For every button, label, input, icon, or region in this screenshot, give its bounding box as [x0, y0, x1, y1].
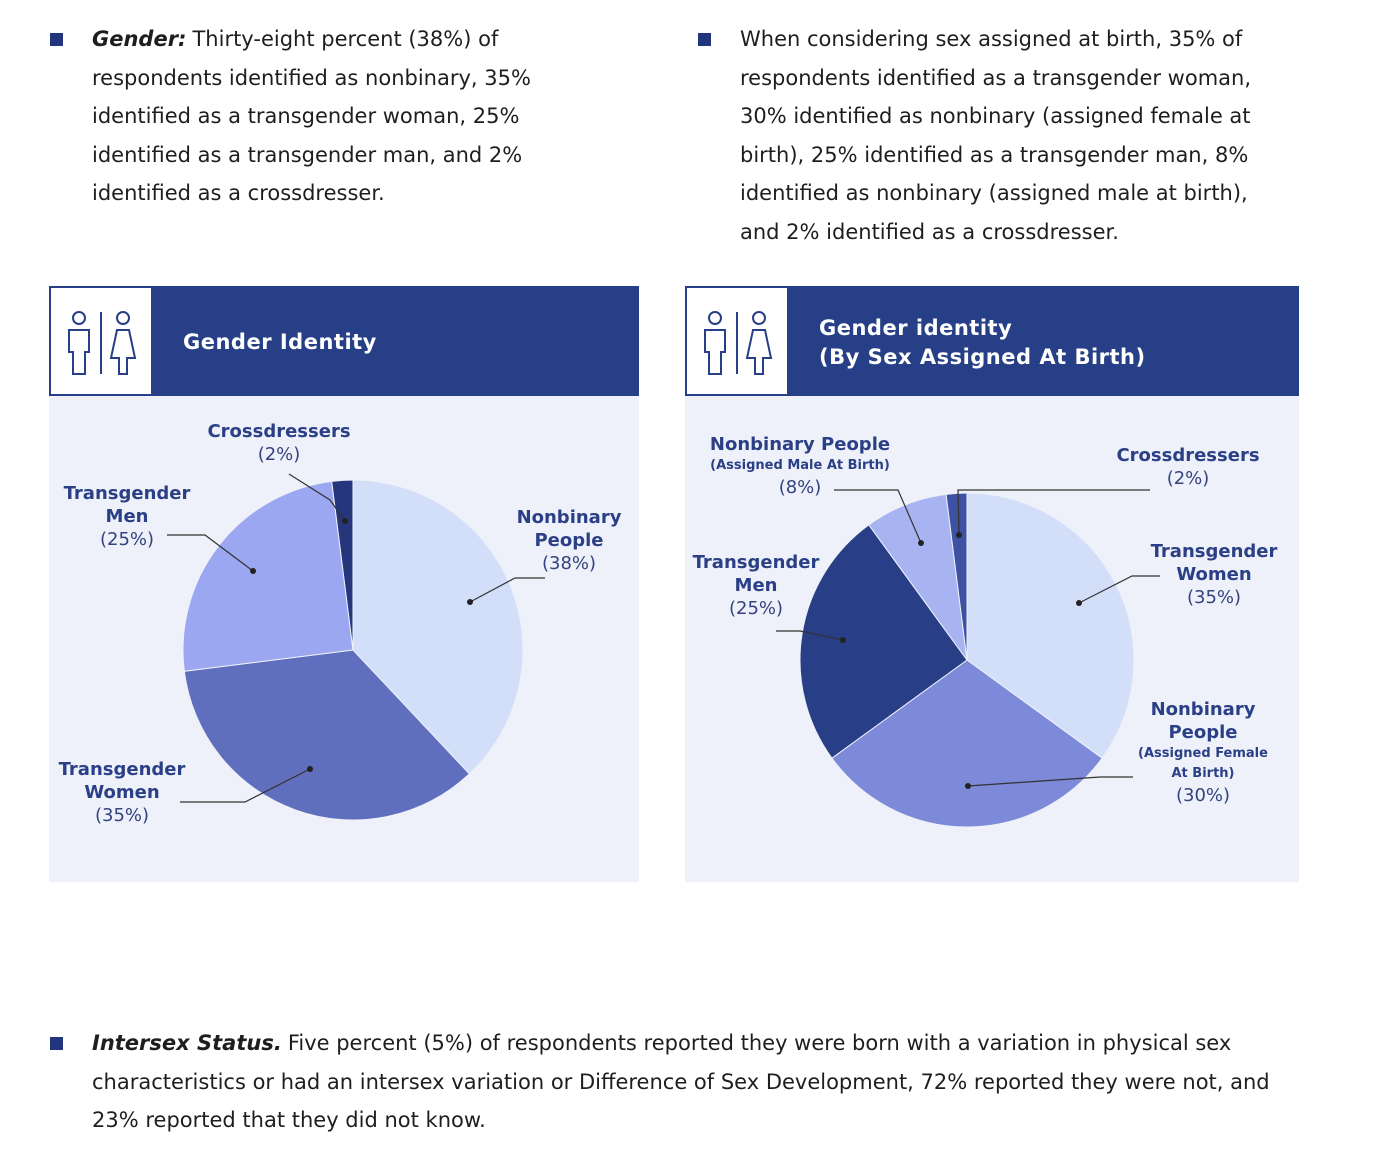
pie-slice: [331, 479, 354, 651]
leader-dot: [918, 540, 924, 546]
value-label: (38%): [541, 553, 597, 574]
bullet-text: Thirty-eight percent (38%) of respondent…: [92, 27, 531, 205]
slice-label: Crossdressers (2%): [1108, 444, 1268, 490]
value-label: (2%): [1166, 468, 1210, 489]
leader-line: [288, 473, 346, 522]
leader-line: [776, 630, 844, 641]
slice-label: Nonbinary People (Assigned Female At Bir…: [1133, 698, 1273, 807]
leader-line: [834, 489, 922, 544]
slice-label: Transgender Women (35%): [52, 758, 192, 827]
slice-label: Nonbinary People (Assigned Male At Birth…: [700, 433, 900, 499]
panel-header: Gender Identity: [49, 286, 639, 396]
leader-line: [957, 489, 1150, 536]
bullet-text: Five percent (5%) of respondents reporte…: [92, 1031, 1270, 1132]
bullet: Intersex Status. Five percent (5%) of res…: [50, 1024, 1292, 1140]
value-label: (25%): [99, 529, 155, 550]
category-label: Nonbinary People: [516, 507, 622, 551]
bullet: Gender: Thirty-eight percent (38%) of res…: [50, 20, 562, 213]
leader-line: [967, 776, 1133, 787]
category-label: Transgender Men: [692, 552, 820, 596]
slice-label: Transgender Men (25%): [686, 551, 826, 620]
category-label: Crossdressers: [1116, 445, 1260, 466]
slice-label: Nonbinary People (38%): [509, 506, 629, 575]
pie-slice: [183, 649, 471, 821]
bullet-text: When considering sex assigned at birth, …: [740, 27, 1252, 244]
leader-line: [167, 534, 254, 572]
category-label: Nonbinary People (Assigned Female At Bir…: [1138, 699, 1268, 781]
slice-label: Crossdressers (2%): [199, 420, 359, 466]
icon: [51, 288, 151, 394]
category-label: Transgender Women: [58, 759, 186, 803]
category-label: Transgender Women: [1150, 541, 1278, 585]
leader-line: [180, 768, 311, 803]
leader-dot: [1076, 600, 1082, 606]
pie-slice: [182, 480, 354, 672]
leader-dot: [965, 783, 971, 789]
category-label: Transgender Men: [63, 483, 191, 527]
pie-slice: [831, 659, 1103, 828]
chart-title: Gender Identity: [183, 330, 377, 354]
category-label: Crossdressers: [207, 421, 351, 442]
leader-line: [469, 577, 545, 603]
leader-dot: [956, 532, 962, 538]
bullet-lead: Intersex Status.: [92, 1031, 282, 1055]
value-label: (2%): [257, 444, 301, 465]
value-label: (30%): [1175, 785, 1231, 806]
leader-dot: [467, 599, 473, 605]
leader-dot: [250, 568, 256, 574]
chart-title: Gender identity (By Sex Assigned At Birt…: [819, 316, 1146, 369]
leader-dot: [840, 637, 846, 643]
value-label: (8%): [778, 477, 822, 498]
value-label: (25%): [728, 598, 784, 619]
leader-dot: [342, 518, 348, 524]
bullet-lead: Gender:: [92, 27, 187, 51]
category-label: Nonbinary People (Assigned Male At Birth…: [709, 434, 891, 473]
leader-line: [1078, 575, 1160, 604]
value-label: (35%): [94, 805, 150, 826]
value-label: (35%): [1186, 587, 1242, 608]
icon: [687, 288, 787, 394]
slice-label: Transgender Men (25%): [57, 482, 197, 551]
leader-dot: [307, 766, 313, 772]
slice-label: Transgender Women (35%): [1144, 540, 1284, 609]
bullet: When considering sex assigned at birth, …: [698, 20, 1285, 251]
pie-slice: [799, 524, 968, 759]
panel-header: Gender identity (By Sex Assigned At Birt…: [685, 286, 1299, 396]
pie-slice: [352, 479, 524, 775]
